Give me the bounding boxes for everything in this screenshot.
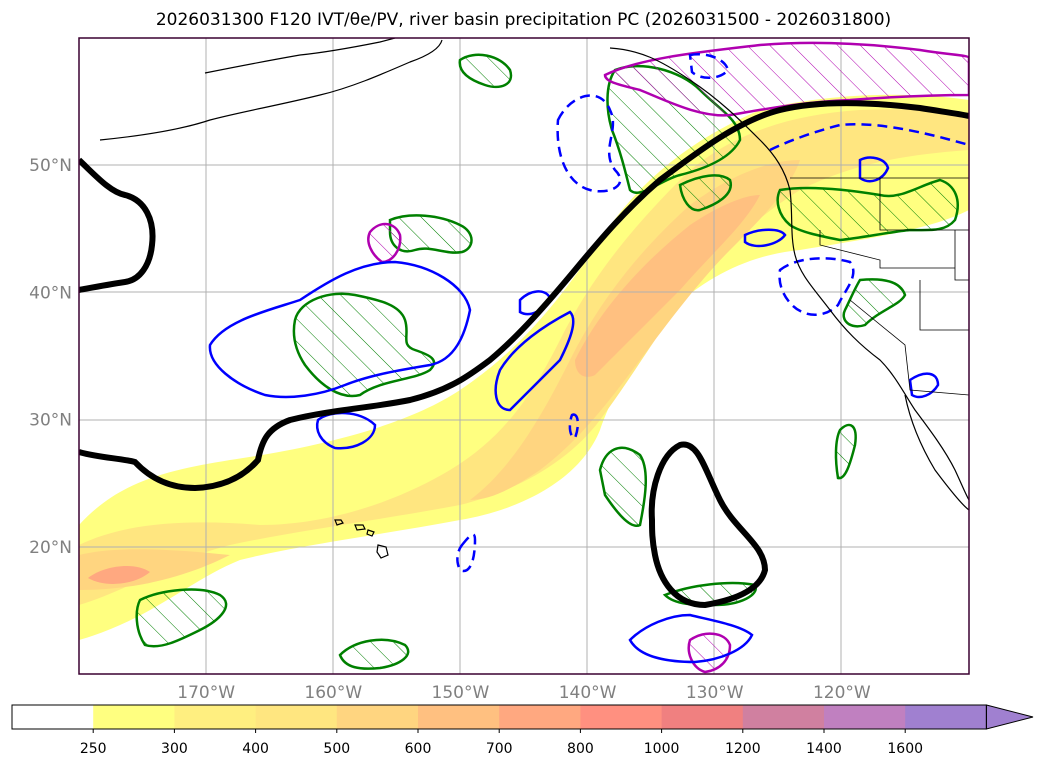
- ivt-west-contour: [79, 157, 156, 293]
- latitude-tick-label: 20°N: [29, 538, 72, 558]
- alaska-coast: [204, 38, 396, 74]
- green-region: [834, 423, 857, 480]
- colorbar-segment: [580, 705, 663, 729]
- northwest-coast: [609, 47, 969, 501]
- ivt-band-600: [88, 566, 150, 584]
- island: [354, 524, 366, 531]
- longitude-labels: 170°W 160°W 150°W 140°W 130°W 120°W: [177, 683, 871, 703]
- political-borders: [790, 177, 969, 396]
- border-line: [879, 178, 969, 231]
- border-line: [954, 230, 969, 281]
- green-region: [842, 278, 907, 328]
- colorbar-segment: [418, 705, 500, 729]
- border-line: [919, 280, 969, 331]
- island: [366, 529, 375, 537]
- colorbar-extend-arrow: [985, 704, 1034, 730]
- longitude-tick-label: 130°W: [686, 683, 744, 703]
- blue-dashed-contour: [556, 94, 622, 193]
- baja-coast: [904, 394, 969, 511]
- latitude-tick-label: 30°N: [29, 411, 72, 431]
- colorbar-tick-label: 1400: [806, 741, 842, 757]
- colorbar-segment: [824, 705, 906, 729]
- green-region: [388, 214, 473, 254]
- colorbar-tick-label: 1200: [725, 741, 761, 757]
- colorbar: 250 300 400 500 600 700 800 1000 1200 1400 1600: [11, 704, 1034, 757]
- green-region: [458, 53, 513, 89]
- colorbar-segment: [255, 705, 338, 729]
- pv-contours: [367, 41, 969, 674]
- ivt-boundary: [79, 100, 969, 609]
- blue-contour: [743, 228, 787, 248]
- colorbar-segment: [905, 705, 987, 729]
- island: [376, 544, 389, 559]
- colorbar-tick-label: 1000: [644, 741, 680, 757]
- map-title: 2026031300 F120 IVT/θe/PV, river basin p…: [155, 10, 892, 30]
- colorbar-tick-label: 600: [405, 741, 432, 757]
- colorbar-tick-label: 700: [486, 741, 513, 757]
- aleutian-islands: [99, 39, 443, 141]
- graticule: [79, 38, 969, 674]
- blue-dashed-contour: [778, 257, 855, 316]
- blue-contour: [908, 372, 940, 399]
- ivt-main-contour: [79, 100, 969, 492]
- colorbar-tick-label: 800: [567, 741, 594, 757]
- longitude-tick-label: 150°W: [432, 683, 490, 703]
- colorbar-segment: [742, 705, 825, 729]
- longitude-tick-label: 160°W: [304, 683, 362, 703]
- latitude-tick-label: 50°N: [29, 156, 72, 176]
- colorbar-tick-label: 1600: [887, 741, 923, 757]
- ivt-closed-contour: [648, 441, 769, 609]
- blue-dashed-contour: [568, 413, 580, 440]
- green-region: [598, 446, 648, 527]
- blue-contour: [208, 260, 472, 399]
- colorbar-tick-label: 250: [80, 741, 107, 757]
- plot-frame: [78, 37, 970, 675]
- colorbar-segment: [336, 705, 419, 729]
- colorbar-segment: [12, 705, 94, 729]
- border-line: [849, 299, 969, 396]
- pv-region: [367, 222, 402, 264]
- colorbar-segment: [661, 705, 744, 729]
- coastlines: [99, 38, 969, 511]
- island: [334, 519, 344, 526]
- blue-contour: [494, 310, 575, 412]
- blue-dashed-contour: [769, 123, 969, 152]
- longitude-tick-label: 120°W: [813, 683, 871, 703]
- colorbar-tick-label: 300: [161, 741, 188, 757]
- green-region: [135, 588, 228, 648]
- longitude-tick-label: 170°W: [177, 683, 235, 703]
- longitude-tick-label: 140°W: [559, 683, 617, 703]
- blue-contour: [628, 613, 754, 664]
- colorbar-segment: [174, 705, 257, 729]
- hawaiian-islands: [334, 519, 389, 559]
- pv-region: [603, 41, 969, 117]
- colorbar-tick-label: 500: [323, 741, 350, 757]
- colorbar-segment: [93, 705, 175, 729]
- negative-dashed-contours: [456, 53, 969, 573]
- colorbar-segment: [499, 705, 581, 729]
- green-region: [338, 638, 410, 670]
- blue-contour: [858, 156, 890, 183]
- map-content: [79, 38, 969, 674]
- border-line: [819, 230, 955, 269]
- latitude-tick-label: 40°N: [29, 283, 72, 303]
- green-region: [678, 174, 732, 212]
- latitude-labels: 20°N 30°N 40°N 50°N: [29, 156, 72, 558]
- colorbar-tick-label: 400: [242, 741, 269, 757]
